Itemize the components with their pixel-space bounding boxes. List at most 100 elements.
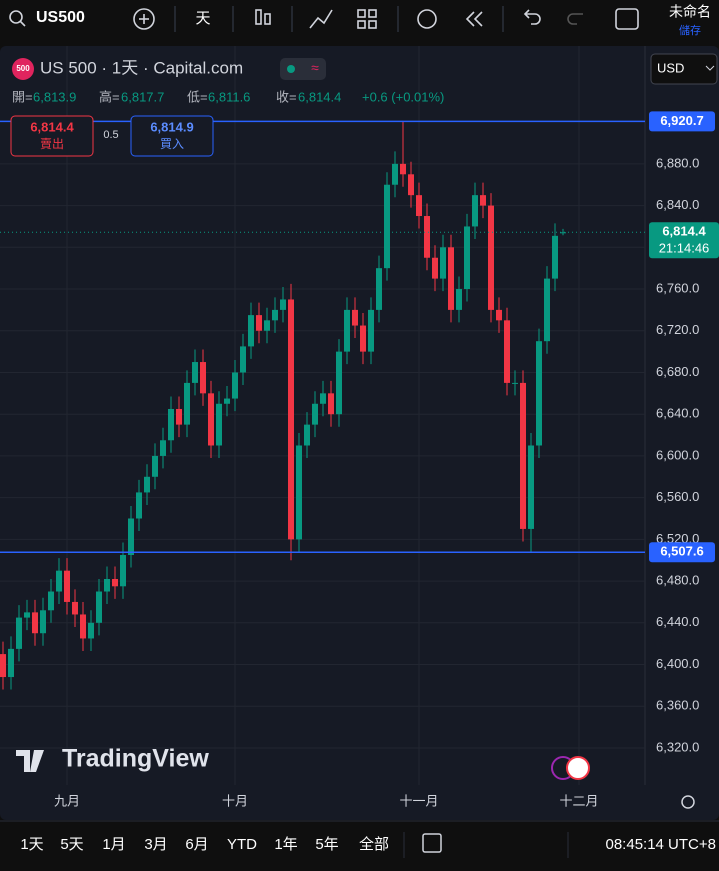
candle-body <box>56 570 62 592</box>
y-tick-label: 6,680.0 <box>656 364 699 379</box>
range-button[interactable]: 5天 <box>60 836 83 853</box>
candle-body <box>208 393 214 446</box>
range-button[interactable]: 1天 <box>20 836 43 853</box>
range-button[interactable]: 3月 <box>144 836 167 853</box>
candle-body <box>328 393 334 415</box>
candle-body <box>432 257 438 279</box>
candle-body <box>136 492 142 519</box>
range-button[interactable]: YTD <box>227 836 257 853</box>
bid-price: 6,814.4 <box>30 119 74 134</box>
candle-body <box>368 309 374 352</box>
range-button[interactable]: 6月 <box>185 836 208 853</box>
candle-body <box>352 309 358 326</box>
legend-label: 收= <box>276 89 297 104</box>
symbol[interactable]: US500 <box>36 9 85 26</box>
candle-body <box>424 216 430 258</box>
undo-icon[interactable] <box>525 13 541 25</box>
range-button[interactable]: 全部 <box>359 835 389 853</box>
search-icon[interactable] <box>9 10 23 24</box>
goto-date-icon[interactable] <box>422 833 442 853</box>
legend-label: 開= <box>12 89 33 104</box>
range-button[interactable]: 5年 <box>315 836 338 853</box>
interval[interactable]: 天 <box>195 10 210 27</box>
add-icon[interactable] <box>133 8 155 30</box>
candles-icon[interactable] <box>255 9 262 25</box>
y-tick-label: 6,840.0 <box>656 197 699 212</box>
candle-body <box>88 622 94 639</box>
save-button[interactable]: 儲存 <box>679 23 701 37</box>
candle-body <box>48 591 54 611</box>
candle-body <box>480 195 486 206</box>
alert-icon[interactable] <box>417 9 437 29</box>
y-tick-label: 6,600.0 <box>656 447 699 462</box>
fullscreen-icon[interactable] <box>615 8 639 30</box>
indicator-icon[interactable] <box>309 9 333 29</box>
bid-label: 賣出 <box>40 136 64 151</box>
settings-icon[interactable] <box>681 795 695 809</box>
candle-body <box>304 424 310 446</box>
candle-body <box>40 610 46 634</box>
candle-body <box>376 268 382 310</box>
candle-body <box>24 612 30 618</box>
templates-icon[interactable] <box>357 9 366 18</box>
range-button[interactable]: 1年 <box>274 836 297 853</box>
candle-body <box>528 445 534 529</box>
candle-body <box>456 289 462 310</box>
status-badges <box>280 58 326 80</box>
legend-value: 6,811.6 <box>208 89 250 104</box>
legend-change: +0.6 (+0.01%) <box>362 89 444 104</box>
clock: 08:45:14 UTC+8 <box>606 836 717 853</box>
candle-body <box>296 445 302 540</box>
price-badge-label: 6,507.6 <box>660 544 703 559</box>
candle-body <box>72 601 78 615</box>
candle-body <box>144 476 150 493</box>
legend-value: 6,817.7 <box>121 89 164 104</box>
range-button[interactable]: 1月 <box>102 836 125 853</box>
sell-button[interactable] <box>10 115 94 157</box>
badge-text: 500 <box>16 64 30 73</box>
x-tick-label: 十一月 <box>399 793 438 808</box>
spread: 0.5 <box>103 129 118 141</box>
chart-panel <box>0 46 719 820</box>
candle-body <box>184 382 190 425</box>
candle-body <box>32 612 38 634</box>
candle-body <box>448 247 454 310</box>
legend-label: 高= <box>99 89 120 104</box>
price-badge <box>649 542 715 563</box>
candle-body <box>344 309 350 352</box>
redo-icon[interactable] <box>567 13 583 25</box>
price-badge <box>649 111 715 132</box>
replay-icon[interactable] <box>465 11 475 27</box>
y-tick-label: 6,720.0 <box>656 322 699 337</box>
price-badge-label: 6,920.7 <box>660 113 703 128</box>
candle-body <box>512 382 518 384</box>
buy-button[interactable] <box>130 115 214 157</box>
layout-name[interactable]: 未命名 <box>669 4 711 20</box>
ask-label: 買入 <box>160 137 184 151</box>
watermark: TradingView <box>62 745 209 773</box>
symbol-badge <box>12 58 34 80</box>
flag-icon[interactable] <box>566 756 590 780</box>
dropdown-icon <box>705 65 715 71</box>
y-tick-label: 6,880.0 <box>656 155 699 170</box>
candle-body <box>320 393 326 404</box>
candle-body <box>272 309 278 321</box>
candle-body <box>312 403 318 425</box>
y-tick-label: 6,320.0 <box>656 739 699 754</box>
y-tick-label: 6,640.0 <box>656 406 699 421</box>
candle-body <box>152 455 158 477</box>
currency-select[interactable] <box>650 53 718 85</box>
candle-body <box>544 278 550 342</box>
candle-body <box>104 578 110 592</box>
candle-body <box>504 320 510 383</box>
y-tick-label: 6,440.0 <box>656 614 699 629</box>
y-tick-label: 6,560.0 <box>656 489 699 504</box>
candle-body <box>96 591 102 623</box>
watermark-logo <box>16 750 44 772</box>
candle-body <box>408 174 414 196</box>
candle-body <box>128 518 134 556</box>
last-price-badge <box>649 222 719 259</box>
candle-body <box>232 372 238 399</box>
candle-body <box>112 578 118 587</box>
